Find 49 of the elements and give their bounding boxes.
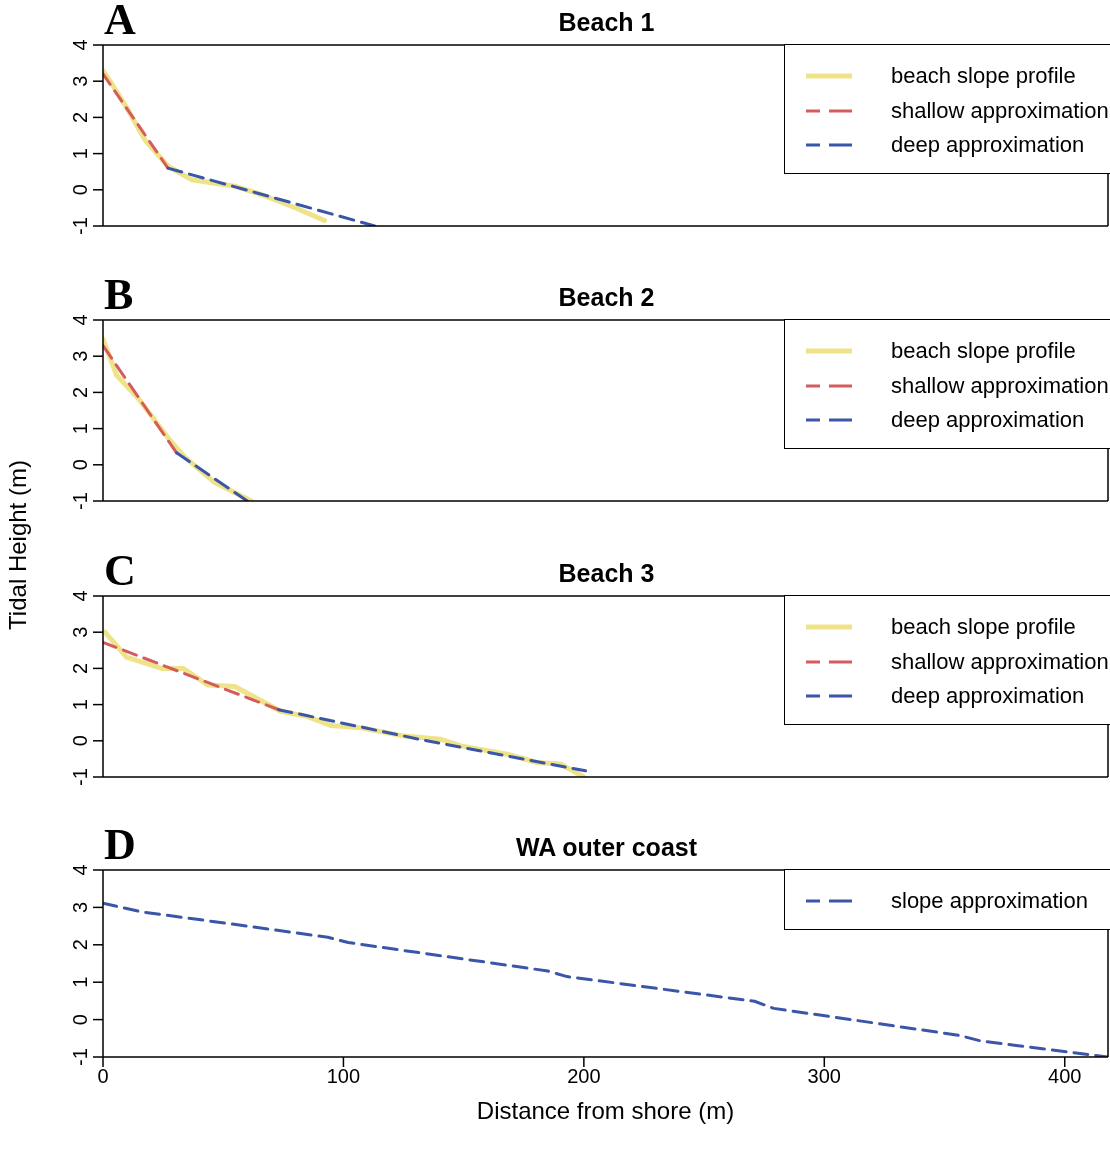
chart-title: Beach 2 bbox=[558, 283, 655, 311]
legend-label: slope approximation bbox=[891, 888, 1088, 915]
legend-label: beach slope profile bbox=[891, 63, 1076, 90]
y-tick-label: -1 bbox=[69, 768, 91, 786]
y-tick-label: 1 bbox=[69, 699, 91, 711]
y-tick-label: 3 bbox=[69, 75, 91, 87]
y-tick-label: 0 bbox=[69, 459, 91, 471]
y-tick-label: -1 bbox=[69, 217, 91, 235]
y-tick-label: 1 bbox=[69, 148, 91, 160]
y-tick-label: -1 bbox=[69, 1048, 91, 1066]
legend-label: deep approximation bbox=[891, 407, 1085, 434]
text: A bbox=[104, 0, 136, 45]
chart-title: Beach 3 bbox=[558, 559, 655, 587]
y-tick-label: 2 bbox=[69, 662, 91, 674]
x-tick-label: 100 bbox=[326, 1065, 361, 1088]
chart-title: WA outer coast bbox=[515, 833, 698, 861]
legend-label: shallow approximation bbox=[891, 97, 1109, 124]
y-tick-label: 2 bbox=[69, 111, 91, 123]
y-tick-label: 4 bbox=[69, 590, 91, 602]
y-tick-label: 3 bbox=[69, 350, 91, 362]
x-axis-title: Distance from shore (m) bbox=[476, 1097, 735, 1124]
y-tick-label: 1 bbox=[69, 423, 91, 435]
text: C bbox=[104, 545, 136, 596]
y-axis-title: Tidal Height (m) bbox=[4, 460, 32, 630]
y-tick-label: -1 bbox=[69, 492, 91, 510]
legend-label: shallow approximation bbox=[891, 372, 1109, 399]
y-tick-label: 0 bbox=[69, 735, 91, 747]
chart-title: Beach 1 bbox=[558, 8, 655, 36]
x-tick-label: 400 bbox=[1048, 1065, 1082, 1088]
legend-label: beach slope profile bbox=[891, 338, 1076, 365]
y-tick-label: 3 bbox=[69, 901, 91, 913]
x-tick-label: 300 bbox=[807, 1065, 841, 1088]
x-tick-label: 200 bbox=[567, 1065, 601, 1088]
y-tick-label: 2 bbox=[69, 939, 91, 951]
legend-label: deep approximation bbox=[891, 132, 1085, 159]
text: D bbox=[104, 819, 136, 870]
y-tick-label: 4 bbox=[69, 864, 91, 876]
y-tick-label: 0 bbox=[69, 184, 91, 196]
y-tick-label: 1 bbox=[69, 976, 91, 988]
legend-label: deep approximation bbox=[891, 683, 1085, 710]
y-tick-label: 4 bbox=[69, 314, 91, 326]
y-tick-label: 2 bbox=[69, 386, 91, 398]
y-tick-label: 0 bbox=[69, 1014, 91, 1026]
legend-label: beach slope profile bbox=[891, 614, 1076, 641]
legend-label: shallow approximation bbox=[891, 648, 1109, 675]
y-tick-label: 4 bbox=[69, 39, 91, 51]
y-tick-label: 3 bbox=[69, 626, 91, 638]
x-tick-label: 0 bbox=[97, 1065, 109, 1088]
text: B bbox=[104, 269, 134, 320]
